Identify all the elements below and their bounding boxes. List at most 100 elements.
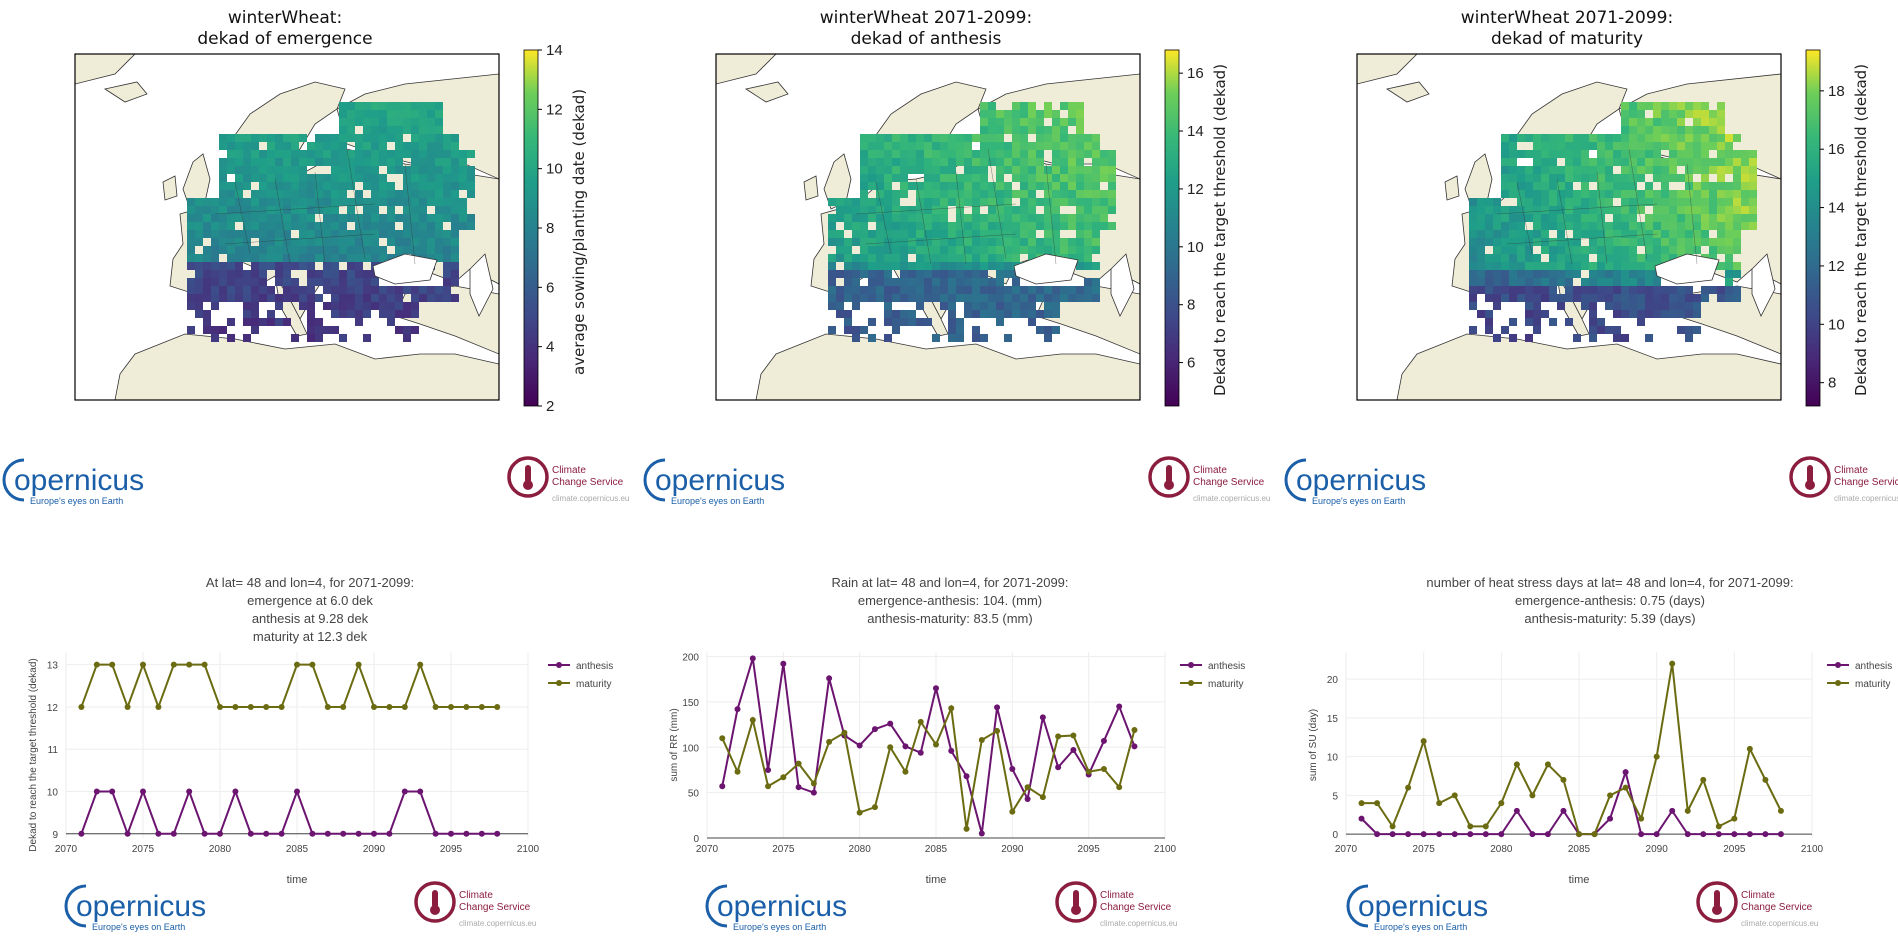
data-cell xyxy=(1621,294,1629,302)
data-cell xyxy=(403,102,411,110)
data-cell xyxy=(1661,230,1669,238)
data-cell xyxy=(339,310,347,318)
data-cell xyxy=(347,230,355,238)
data-cell xyxy=(1469,214,1477,222)
data-cell xyxy=(1485,278,1493,286)
data-cell xyxy=(876,182,884,190)
data-cell xyxy=(331,294,339,302)
data-cell xyxy=(1485,198,1493,206)
data-cell xyxy=(1581,214,1589,222)
data-cell xyxy=(1012,302,1020,310)
data-cell xyxy=(339,334,347,342)
data-cell xyxy=(1565,214,1573,222)
data-cell xyxy=(275,302,283,310)
data-cell xyxy=(243,206,251,214)
data-cell xyxy=(211,230,219,238)
map-title-line2: dekad of anthesis xyxy=(850,29,1002,49)
data-cell xyxy=(1565,190,1573,198)
data-cell xyxy=(996,158,1004,166)
data-cell xyxy=(371,126,379,134)
data-cell xyxy=(868,230,876,238)
data-cell xyxy=(948,326,956,334)
data-cell xyxy=(836,206,844,214)
series-point-maturity xyxy=(719,735,726,742)
data-cell xyxy=(283,214,291,222)
series-point-anthesis xyxy=(263,830,270,837)
data-cell xyxy=(940,302,948,310)
data-cell xyxy=(235,206,243,214)
data-cell xyxy=(203,286,211,294)
data-cell xyxy=(211,238,219,246)
data-cell xyxy=(1621,286,1629,294)
data-cell xyxy=(411,182,419,190)
data-cell xyxy=(1725,206,1733,214)
data-cell xyxy=(1052,182,1060,190)
data-cell xyxy=(1613,310,1621,318)
data-cell xyxy=(1669,302,1677,310)
data-cell xyxy=(259,214,267,222)
data-cell xyxy=(860,182,868,190)
data-cell xyxy=(988,310,996,318)
data-cell xyxy=(860,150,868,158)
data-cell xyxy=(1701,142,1709,150)
data-cell xyxy=(876,214,884,222)
data-cell xyxy=(1565,174,1573,182)
data-cell xyxy=(435,166,443,174)
data-cell xyxy=(1509,214,1517,222)
thermometer-icon xyxy=(1164,480,1174,490)
data-cell xyxy=(852,278,860,286)
data-cell xyxy=(1036,134,1044,142)
data-cell xyxy=(844,254,852,262)
series-point-maturity xyxy=(463,703,470,710)
data-cell xyxy=(251,294,259,302)
data-cell xyxy=(900,254,908,262)
data-cell xyxy=(339,150,347,158)
data-cell xyxy=(972,198,980,206)
data-cell xyxy=(1541,150,1549,158)
data-cell xyxy=(972,190,980,198)
series-point-maturity xyxy=(401,703,408,710)
data-cell xyxy=(187,214,195,222)
data-cell xyxy=(900,262,908,270)
data-cell xyxy=(1076,150,1084,158)
series-point-anthesis xyxy=(749,655,756,662)
data-cell xyxy=(1485,222,1493,230)
border-line xyxy=(1596,171,1608,265)
data-cell xyxy=(259,134,267,142)
data-cell xyxy=(1645,214,1653,222)
thermometer-icon xyxy=(1807,465,1813,483)
data-cell xyxy=(996,278,1004,286)
series-point-maturity xyxy=(1358,800,1365,807)
series-point-maturity xyxy=(247,703,254,710)
data-cell xyxy=(203,206,211,214)
data-cell xyxy=(988,222,996,230)
data-cell xyxy=(932,286,940,294)
data-cell xyxy=(419,190,427,198)
series-point-anthesis xyxy=(309,830,316,837)
data-cell xyxy=(1517,286,1525,294)
data-cell xyxy=(1068,150,1076,158)
data-cell xyxy=(1076,174,1084,182)
data-cell xyxy=(892,254,900,262)
data-cell xyxy=(1629,102,1637,110)
data-cell xyxy=(884,150,892,158)
data-cell xyxy=(1693,294,1701,302)
data-cell xyxy=(203,326,211,334)
data-cell xyxy=(315,238,323,246)
series-point-maturity xyxy=(841,729,848,736)
data-cell xyxy=(1581,246,1589,254)
data-cell xyxy=(211,222,219,230)
data-cell xyxy=(1044,334,1052,342)
data-cell xyxy=(932,182,940,190)
data-cell xyxy=(347,158,355,166)
data-cell xyxy=(419,118,427,126)
copernicus-tagline: Europe's eyes on Earth xyxy=(30,496,123,506)
series-point-anthesis xyxy=(371,830,377,837)
data-cell xyxy=(1549,206,1557,214)
data-cell xyxy=(868,142,876,150)
data-cell xyxy=(996,270,1004,278)
data-cell xyxy=(1637,310,1645,318)
series-point-anthesis xyxy=(1009,766,1016,773)
